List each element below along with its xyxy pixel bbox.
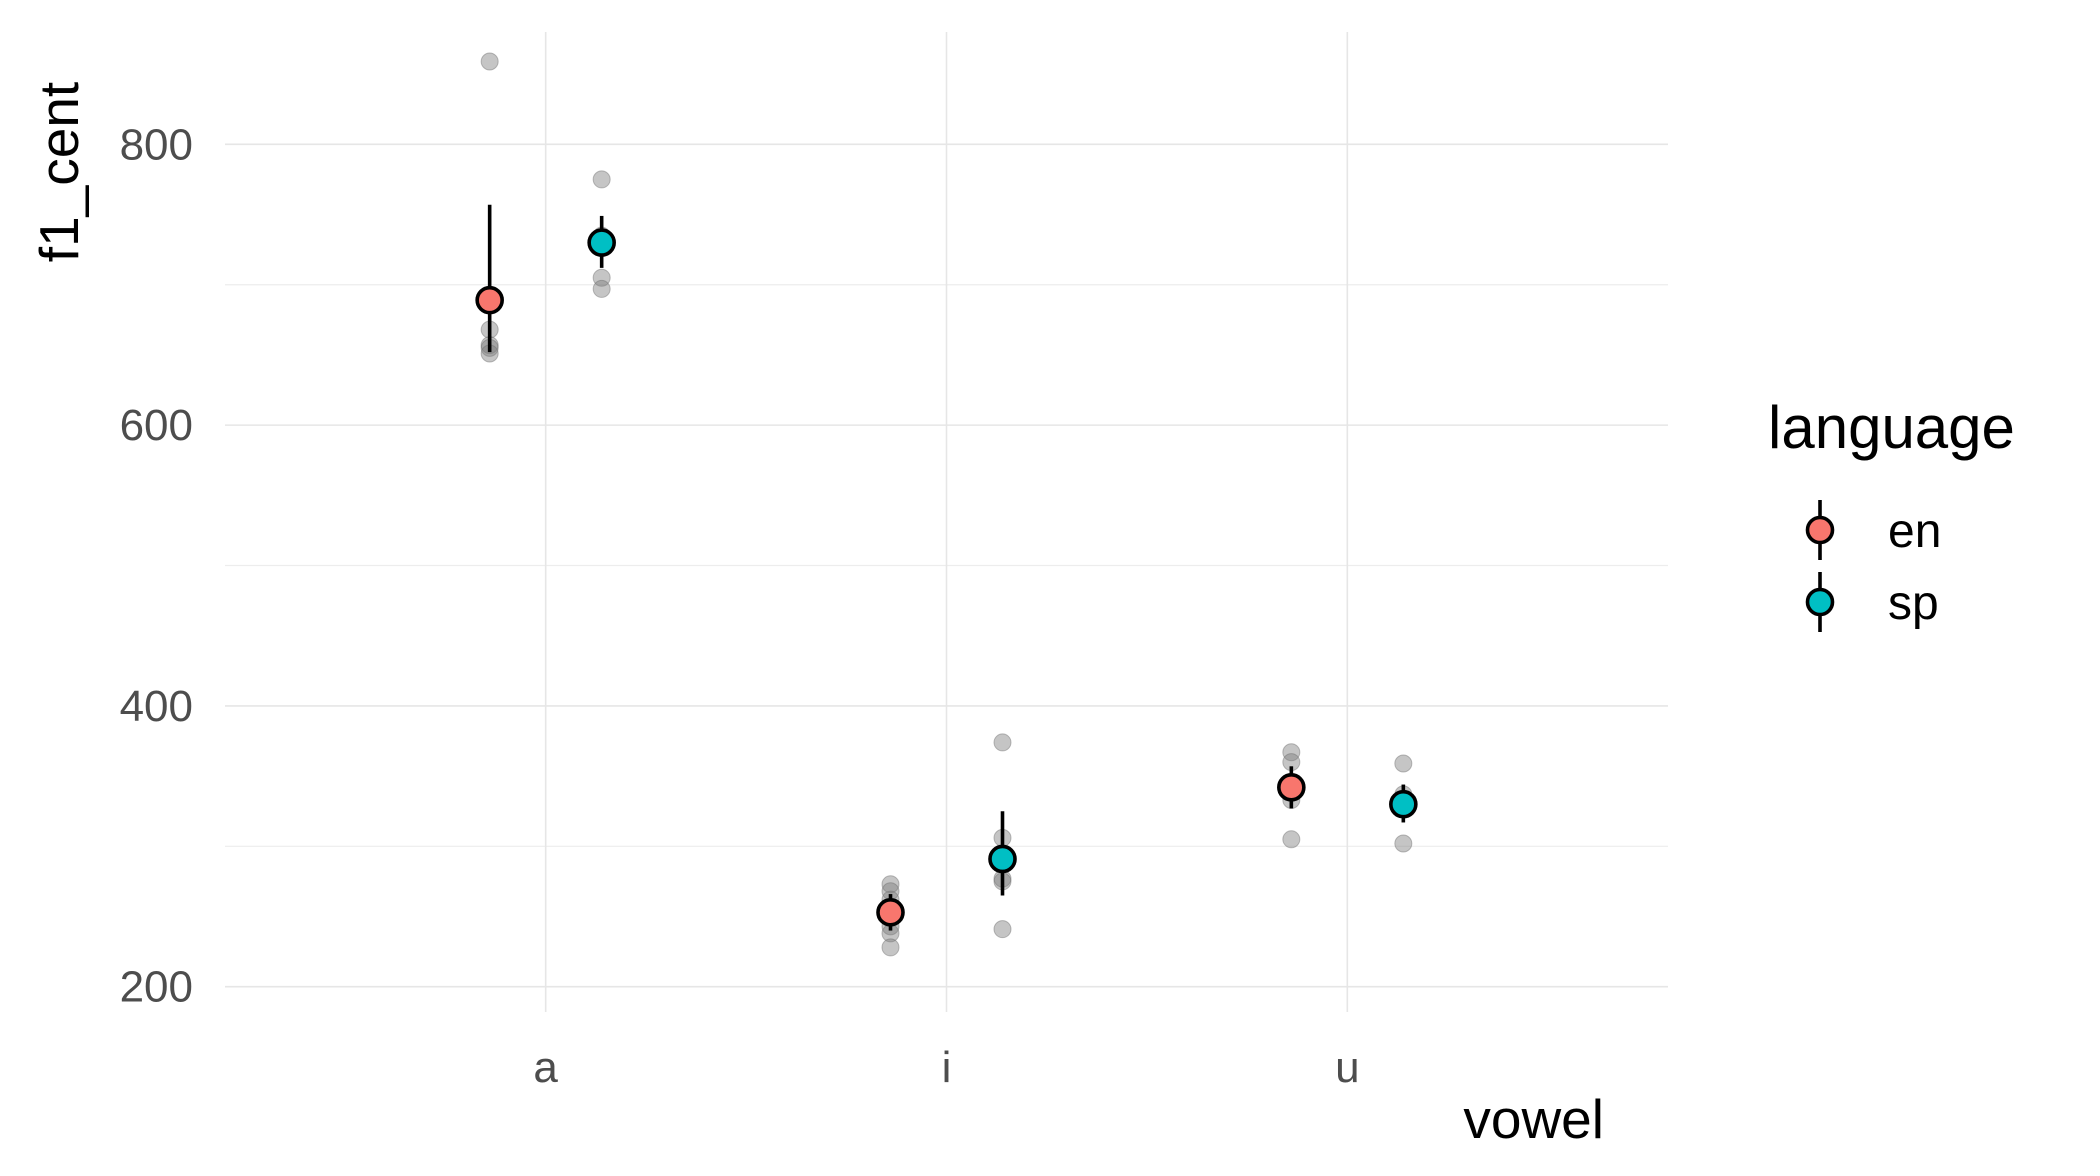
y-tick-label: 600 [120, 401, 193, 450]
legend-items: en sp [1805, 500, 1941, 632]
mean-point [587, 228, 616, 257]
legend-title: language [1768, 394, 2015, 461]
mean-point [876, 898, 905, 927]
legend: language en sp [1768, 394, 2015, 632]
mean-point [988, 844, 1017, 874]
raw-point [881, 875, 900, 894]
grid [225, 32, 1668, 1012]
raw-point [1282, 830, 1301, 849]
raw-point [993, 733, 1012, 752]
x-axis-title: vowel [1463, 1088, 1604, 1150]
raw-point [1394, 834, 1413, 853]
raw-point [480, 52, 499, 71]
y-axis-ticks: 200 400 600 800 [120, 120, 193, 1011]
raw-point [881, 938, 900, 957]
legend-key-point [1805, 587, 1835, 617]
raw-point [1394, 754, 1413, 773]
y-tick-label: 800 [120, 120, 193, 169]
summary-points [475, 204, 1418, 931]
mean-point [1277, 773, 1306, 802]
x-tick-label: a [533, 1043, 558, 1092]
raw-point [592, 279, 611, 298]
legend-key-point [1805, 515, 1835, 545]
raw-point [993, 920, 1012, 939]
raw-point [592, 268, 611, 287]
x-tick-label: u [1335, 1043, 1359, 1092]
y-tick-label: 400 [120, 682, 193, 731]
y-tick-label: 200 [120, 963, 193, 1012]
raw-point [592, 170, 611, 189]
mean-point [1389, 789, 1418, 819]
legend-label: en [1888, 505, 1941, 558]
y-axis-title: f1_cent [28, 82, 90, 262]
mean-point [475, 285, 504, 315]
x-tick-label: i [942, 1043, 952, 1092]
legend-label: sp [1888, 577, 1939, 630]
raw-point [1282, 743, 1301, 762]
